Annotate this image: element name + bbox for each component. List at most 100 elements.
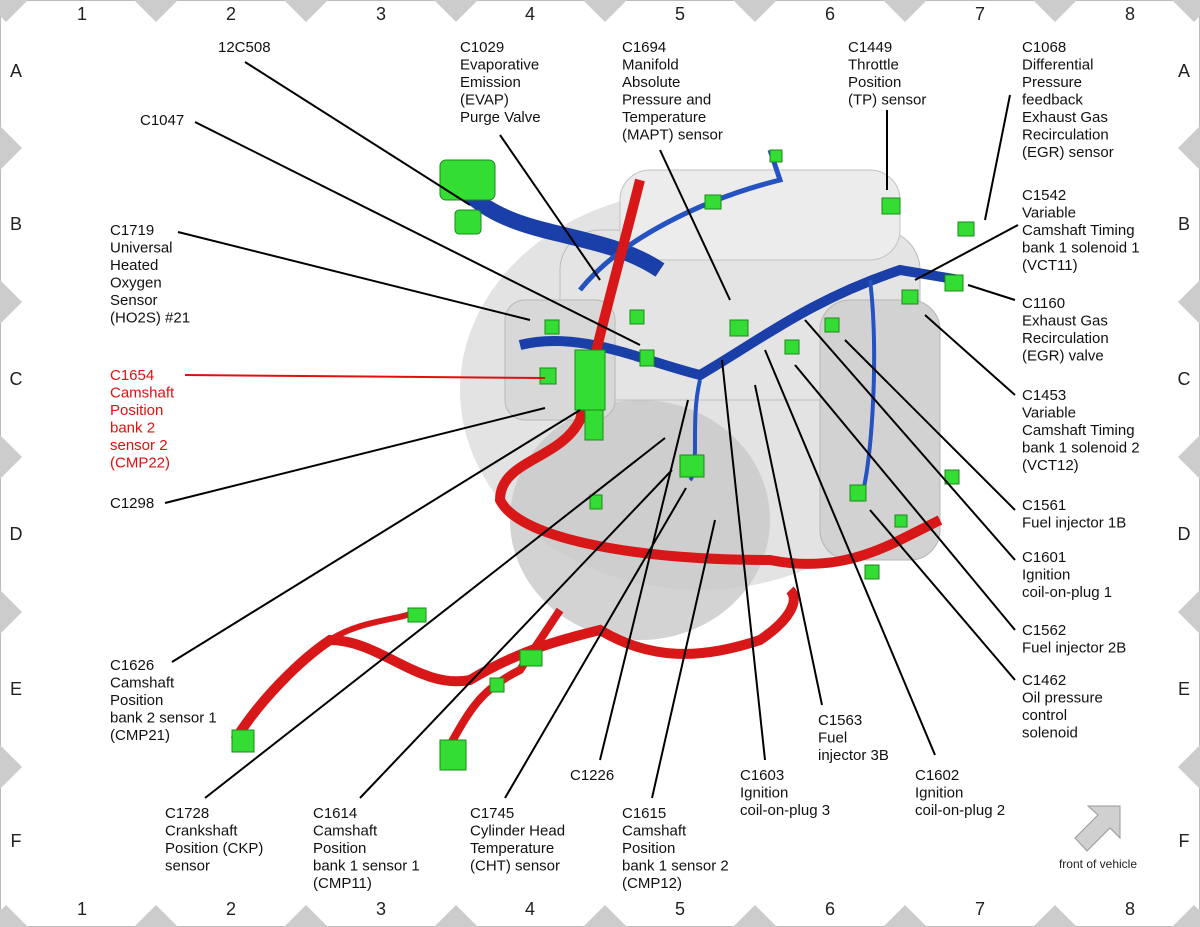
callout-line: coil-on-plug 1 bbox=[1022, 584, 1112, 601]
callout-label: C1029 Evaporative Emission (EVAP) Purge Valv… bbox=[460, 39, 541, 126]
border-marker bbox=[1172, 0, 1200, 22]
leader-line bbox=[844, 339, 1016, 511]
callout-line: Pressure and bbox=[622, 92, 711, 109]
callout-label: C1068 Differential Pressure feedback Exhaust… bbox=[1022, 39, 1114, 161]
callout-line: (CMP22) bbox=[110, 455, 170, 472]
front-note: front of vehicle bbox=[1059, 857, 1137, 871]
leader-line bbox=[599, 399, 689, 761]
leader-line bbox=[244, 61, 471, 206]
column-label: 3 bbox=[376, 4, 386, 24]
callout-label: C1226 bbox=[570, 767, 614, 784]
leader-line bbox=[984, 94, 1011, 221]
callout-line: Pressure bbox=[1022, 74, 1082, 91]
leader-line bbox=[764, 349, 936, 756]
callout-line: C1160 bbox=[1022, 295, 1065, 312]
callout-label: C1615 Camshaft Position bank 1 sensor 2 (CMP… bbox=[622, 805, 729, 892]
callout-line: Temperature bbox=[622, 109, 706, 126]
callout-line: solenoid bbox=[1022, 725, 1078, 742]
callout-line: C1728 bbox=[165, 805, 209, 822]
callout-line: Position bbox=[110, 402, 163, 419]
column-label: 7 bbox=[975, 4, 985, 24]
callout-line: bank 2 bbox=[110, 420, 155, 437]
callout-line: 12C508 bbox=[218, 39, 271, 56]
callout-line: C1462 bbox=[1022, 672, 1066, 689]
callout-line: Temperature bbox=[470, 840, 554, 857]
callout-line: Camshaft bbox=[110, 675, 175, 692]
callout-line: (TP) sensor bbox=[848, 92, 926, 109]
border-marker bbox=[1033, 905, 1077, 927]
callout-line: (MAPT) sensor bbox=[622, 127, 723, 144]
leader-line bbox=[924, 314, 1016, 396]
leader-line bbox=[499, 134, 601, 281]
callout-line: C1226 bbox=[570, 767, 614, 784]
row-label: E bbox=[10, 679, 22, 699]
leader-line bbox=[504, 487, 687, 799]
callout-line: Recirculation bbox=[1022, 127, 1109, 144]
border-marker bbox=[1178, 280, 1200, 324]
callout-line: C1562 bbox=[1022, 622, 1066, 639]
border-marker bbox=[583, 905, 627, 927]
callout-label: C1449 Throttle Position (TP) sensor bbox=[848, 39, 926, 109]
callout-line: Oil pressure bbox=[1022, 690, 1103, 707]
callout-line: (CHT) sensor bbox=[470, 858, 560, 875]
callout-line: C1298 bbox=[110, 495, 154, 512]
callout-line: control bbox=[1022, 707, 1067, 724]
callout-line: Camshaft Timing bbox=[1022, 222, 1135, 239]
row-label: C bbox=[10, 369, 23, 389]
border-marker bbox=[0, 126, 22, 170]
callout-label: C1745 Cylinder Head Temperature (CHT) senso… bbox=[470, 805, 565, 875]
callout-label: C1728 Crankshaft Position (CKP) sensor bbox=[165, 805, 263, 875]
callout-label: C1563 Fuel injector 3B bbox=[818, 712, 889, 764]
engine bbox=[230, 149, 975, 771]
callout-line: Sensor bbox=[110, 292, 158, 309]
leader-line bbox=[164, 407, 546, 504]
callout-label: C1562 Fuel injector 2B bbox=[1022, 622, 1126, 657]
column-label: 1 bbox=[77, 899, 87, 919]
callout-label: C1626 Camshaft Position bank 2 sensor 1 (CMP… bbox=[110, 657, 217, 744]
callout-line: C1603 bbox=[740, 767, 784, 784]
callout-line: sensor bbox=[165, 858, 210, 875]
callout-line: bank 1 sensor 1 bbox=[313, 858, 420, 875]
callout-line: injector 3B bbox=[818, 747, 889, 764]
border-marker bbox=[0, 0, 28, 22]
callout-line: C1694 bbox=[622, 39, 666, 56]
leader-line bbox=[659, 149, 731, 301]
column-label: 8 bbox=[1125, 4, 1135, 24]
callout-line: C1745 bbox=[470, 805, 514, 822]
callout-line: C1615 bbox=[622, 805, 666, 822]
callout-label: C1561 Fuel injector 1B bbox=[1022, 497, 1126, 532]
border-marker bbox=[134, 905, 178, 927]
border-marker bbox=[0, 745, 22, 789]
leader-line bbox=[914, 224, 1019, 281]
callout-line: Universal bbox=[110, 240, 173, 257]
row-label: C bbox=[1178, 369, 1191, 389]
column-label: 6 bbox=[825, 4, 835, 24]
callout-line: (EGR) valve bbox=[1022, 348, 1104, 365]
callout-line: bank 1 sensor 2 bbox=[622, 858, 729, 875]
callout-line: Evaporative bbox=[460, 57, 539, 74]
callout-label: C1462 Oil pressure control solenoid bbox=[1022, 672, 1103, 742]
leader-lines bbox=[164, 61, 1019, 799]
callout-line: Camshaft bbox=[622, 823, 687, 840]
callout-line: Position bbox=[622, 840, 675, 857]
callout-line: C1449 bbox=[848, 39, 892, 56]
callout-line: Throttle bbox=[848, 57, 899, 74]
callout-line: bank 2 sensor 1 bbox=[110, 710, 217, 727]
callout-line: (HO2S) #21 bbox=[110, 310, 190, 327]
border-marker bbox=[0, 905, 28, 927]
border-marker bbox=[1172, 905, 1200, 927]
row-label: D bbox=[1178, 524, 1191, 544]
leader-line bbox=[869, 509, 1016, 681]
row-label: A bbox=[1178, 61, 1190, 81]
callout-label: C1694 Manifold Absolute Pressure and Tempera… bbox=[622, 39, 723, 144]
callout-label: C1601 Ignition coil-on-plug 1 bbox=[1022, 549, 1112, 601]
border-marker bbox=[434, 0, 478, 22]
border-marker bbox=[733, 0, 777, 22]
callout-line: Variable bbox=[1022, 405, 1076, 422]
column-label: 3 bbox=[376, 899, 386, 919]
callout-label: C1298 bbox=[110, 495, 154, 512]
callout-line: C1719 bbox=[110, 222, 154, 239]
callout-line: Purge Valve bbox=[460, 109, 541, 126]
callout-line: (VCT12) bbox=[1022, 457, 1079, 474]
leader-line bbox=[194, 121, 641, 346]
